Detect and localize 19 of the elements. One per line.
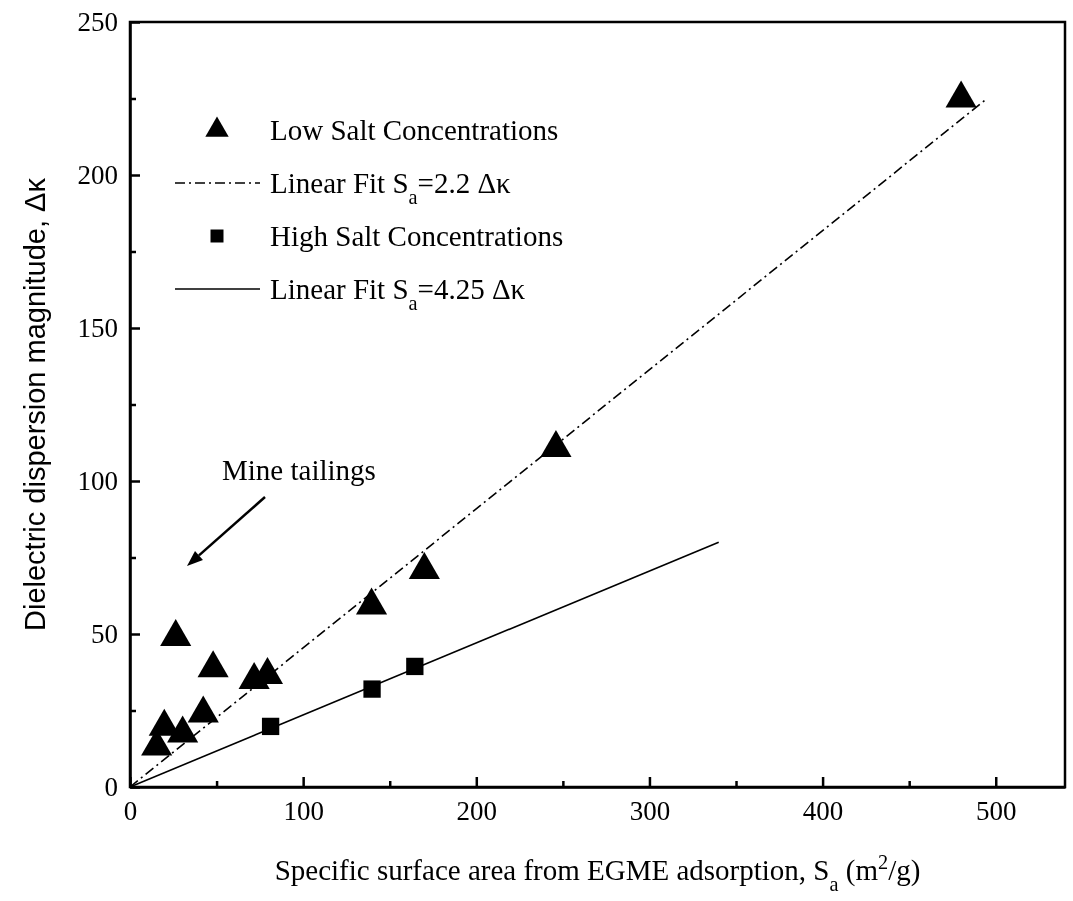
y-tick-label: 50 <box>91 619 118 650</box>
y-tick-label: 100 <box>77 466 118 497</box>
legend-label: Low Salt Concentrations <box>270 114 559 146</box>
x-tick-label: 0 <box>123 796 138 827</box>
y-tick-label: 150 <box>77 313 118 344</box>
annotation: Mine tailings <box>222 454 376 486</box>
legend-label: Linear Fit S$_{a}$=4.25 Δκ <box>270 273 526 314</box>
y-tick-label: 250 <box>77 7 118 38</box>
x-tick-label: 100 <box>283 796 324 827</box>
x-tick-label: 500 <box>975 796 1017 827</box>
x-tick-label: 200 <box>456 796 498 827</box>
y-tick-label: 0 <box>104 772 118 803</box>
y-tick-label: 200 <box>77 160 118 191</box>
x-axis-title: Specific surface area from EGME adsorption, S$_{a}$ (m$^{2}$/g) <box>274 851 921 895</box>
x-tick-label: 300 <box>629 796 671 827</box>
legend-label: Linear Fit S$_{a}$=2.2 Δκ <box>270 167 512 208</box>
x-tick-label: 400 <box>802 796 844 827</box>
legend-label: High Salt Concentrations <box>270 220 564 252</box>
y-axis-title: Dielectric dispersion magnitude, Δκ <box>19 177 51 631</box>
